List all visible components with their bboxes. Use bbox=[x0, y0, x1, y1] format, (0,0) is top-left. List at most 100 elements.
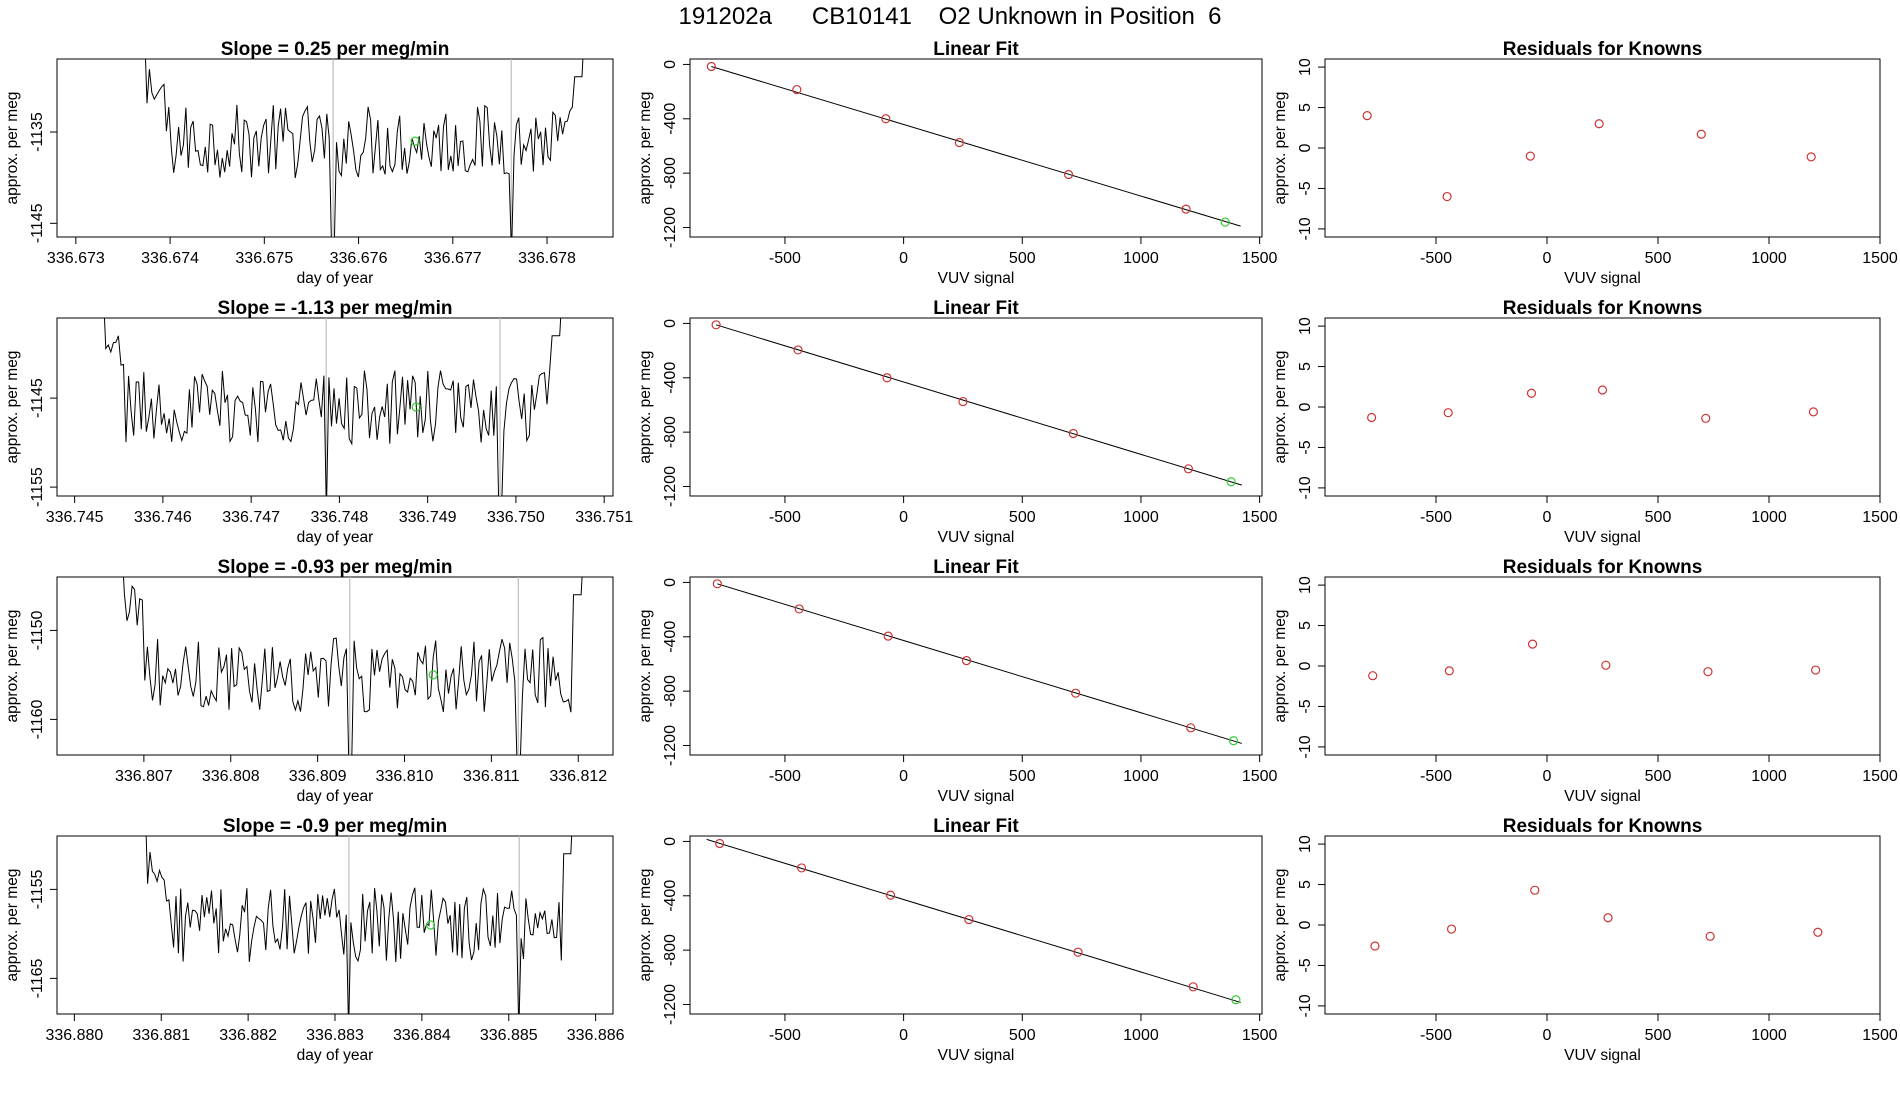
x-axis-label: VUV signal bbox=[938, 270, 1015, 287]
known-point bbox=[1186, 723, 1196, 733]
y-tick-label: -800 bbox=[662, 934, 679, 966]
series-line bbox=[145, 59, 584, 237]
y-tick-label: 5 bbox=[1297, 103, 1314, 112]
residual-point bbox=[1806, 152, 1816, 162]
y-tick-label: -1200 bbox=[662, 984, 679, 1025]
x-axis-label: VUV signal bbox=[938, 788, 1015, 805]
x-tick-label: 336.811 bbox=[463, 768, 520, 785]
x-tick-label: 336.677 bbox=[424, 250, 482, 267]
y-tick-label: -1200 bbox=[662, 207, 679, 248]
y-tick-label: -400 bbox=[662, 103, 679, 135]
x-tick-label: 1000 bbox=[1751, 509, 1787, 526]
residual-point bbox=[1696, 129, 1706, 139]
y-tick-label: -10 bbox=[1297, 994, 1314, 1017]
x-tick-label: 336.880 bbox=[45, 1027, 103, 1044]
x-tick-label: 336.676 bbox=[330, 250, 388, 267]
x-tick-label: 1000 bbox=[1123, 250, 1159, 267]
x-tick-label: 500 bbox=[1009, 250, 1036, 267]
x-axis-label: VUV signal bbox=[938, 529, 1015, 546]
known-point bbox=[885, 890, 896, 900]
known-point bbox=[954, 137, 964, 148]
y-tick-label: -1155 bbox=[29, 467, 46, 507]
x-tick-label: 336.886 bbox=[567, 1027, 625, 1044]
known-point bbox=[1181, 204, 1191, 214]
plot-frame bbox=[1324, 317, 1881, 497]
known-point bbox=[881, 114, 891, 124]
residual-point bbox=[1705, 931, 1715, 941]
x-tick-label: -500 bbox=[769, 509, 801, 526]
plot-frame bbox=[1324, 58, 1881, 238]
unknown-point bbox=[1228, 736, 1239, 746]
x-tick-label: 0 bbox=[899, 768, 908, 785]
x-tick-label: 1500 bbox=[1242, 1027, 1278, 1044]
x-tick-label: 336.882 bbox=[219, 1027, 277, 1044]
y-tick-label: 10 bbox=[1297, 317, 1314, 335]
residual-point bbox=[1370, 941, 1380, 951]
y-axis-label: approx. per meg bbox=[1272, 92, 1289, 205]
x-tick-label: -500 bbox=[769, 250, 801, 267]
y-axis-label: approx. per meg bbox=[1272, 351, 1289, 464]
fit-line bbox=[717, 583, 1242, 744]
plot-frame bbox=[689, 317, 1263, 497]
x-tick-label: 336.746 bbox=[134, 509, 192, 526]
x-tick-label: 1000 bbox=[1123, 1027, 1159, 1044]
x-tick-label: 500 bbox=[1645, 250, 1672, 267]
y-tick-label: 0 bbox=[1297, 402, 1314, 411]
residual-point bbox=[1526, 388, 1537, 398]
x-tick-label: 336.745 bbox=[46, 509, 104, 526]
x-axis-label: VUV signal bbox=[1564, 529, 1641, 546]
x-tick-label: 336.750 bbox=[487, 509, 545, 526]
y-axis-label: approx. per meg bbox=[637, 351, 654, 464]
panel-title: Slope = -0.9 per meg/min bbox=[223, 816, 447, 837]
x-axis-label: day of year bbox=[297, 788, 374, 805]
y-tick-label: -1150 bbox=[29, 610, 46, 650]
unknown-point bbox=[428, 670, 438, 680]
x-tick-label: -500 bbox=[1420, 1027, 1452, 1044]
x-tick-label: 1500 bbox=[1242, 250, 1278, 267]
y-axis-label: approx. per meg bbox=[637, 610, 654, 723]
x-tick-label: 336.809 bbox=[289, 768, 347, 785]
x-tick-label: 500 bbox=[1009, 768, 1036, 785]
fit-line bbox=[715, 324, 1242, 486]
y-axis-label: approx. per meg bbox=[4, 869, 21, 982]
series-line bbox=[103, 318, 562, 496]
y-tick-label: -400 bbox=[662, 621, 679, 653]
x-tick-label: 500 bbox=[1645, 1027, 1672, 1044]
x-tick-label: 1000 bbox=[1123, 768, 1159, 785]
residual-point bbox=[1446, 924, 1457, 934]
panel-title: Slope = -1.13 per meg/min bbox=[218, 298, 453, 319]
residual-point bbox=[1367, 412, 1377, 423]
x-tick-label: 1500 bbox=[1862, 768, 1898, 785]
known-point bbox=[706, 61, 716, 72]
panel-title: Residuals for Knowns bbox=[1503, 39, 1703, 60]
known-point bbox=[1073, 947, 1083, 957]
y-tick-label: -1145 bbox=[29, 378, 46, 418]
x-tick-label: 0 bbox=[899, 250, 908, 267]
y-axis-label: approx. per meg bbox=[637, 92, 654, 205]
y-tick-label: 0 bbox=[662, 60, 679, 69]
known-point bbox=[1183, 464, 1194, 474]
residual-point bbox=[1811, 665, 1821, 675]
known-point bbox=[793, 345, 803, 355]
residual-point bbox=[1603, 913, 1613, 923]
x-tick-label: 0 bbox=[899, 509, 908, 526]
series-line bbox=[122, 577, 583, 755]
y-tick-label: -1200 bbox=[662, 466, 679, 507]
residual-point bbox=[1601, 660, 1611, 670]
panel-title: Slope = -0.93 per meg/min bbox=[218, 557, 453, 578]
y-tick-label: 0 bbox=[662, 837, 679, 846]
residual-point bbox=[1368, 671, 1378, 681]
panel-title: Linear Fit bbox=[933, 39, 1019, 60]
y-axis-label: approx. per meg bbox=[4, 351, 21, 464]
x-axis-label: VUV signal bbox=[1564, 1047, 1641, 1064]
unknown-point bbox=[1226, 477, 1236, 487]
x-tick-label: 1500 bbox=[1862, 509, 1898, 526]
y-tick-label: -5 bbox=[1297, 181, 1314, 195]
panel-title: Linear Fit bbox=[933, 557, 1019, 578]
y-tick-label: -5 bbox=[1297, 440, 1314, 454]
y-tick-label: -400 bbox=[662, 362, 679, 394]
x-axis-label: VUV signal bbox=[938, 1047, 1015, 1064]
x-tick-label: 1500 bbox=[1242, 509, 1278, 526]
x-tick-label: 0 bbox=[899, 1027, 908, 1044]
unknown-point bbox=[1231, 995, 1241, 1005]
